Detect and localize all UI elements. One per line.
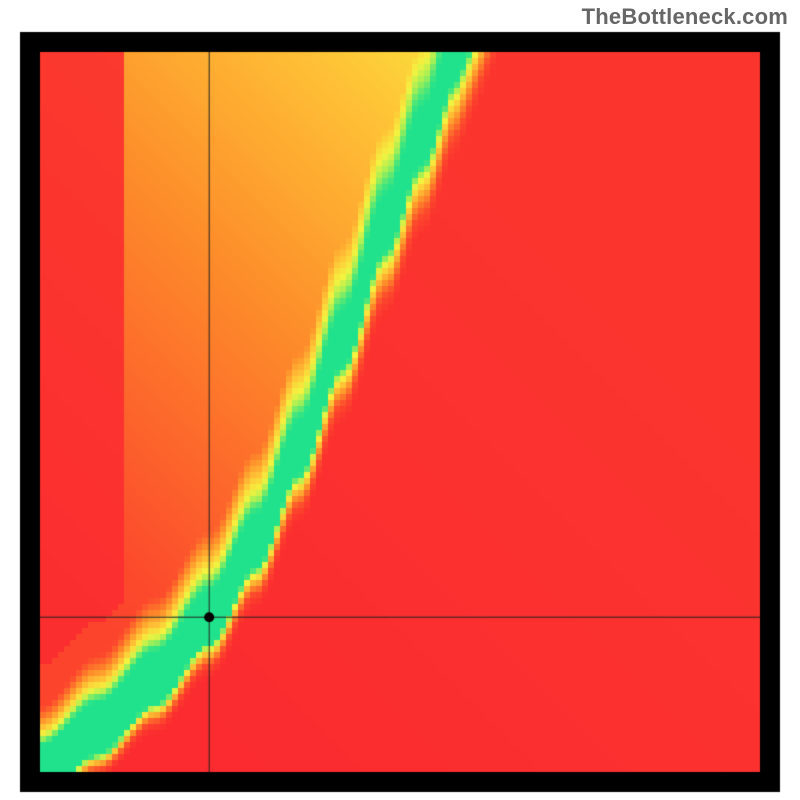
bottleneck-heatmap-canvas [0,0,800,800]
attribution-label: TheBottleneck.com [582,4,788,30]
figure-stage: TheBottleneck.com [0,0,800,800]
